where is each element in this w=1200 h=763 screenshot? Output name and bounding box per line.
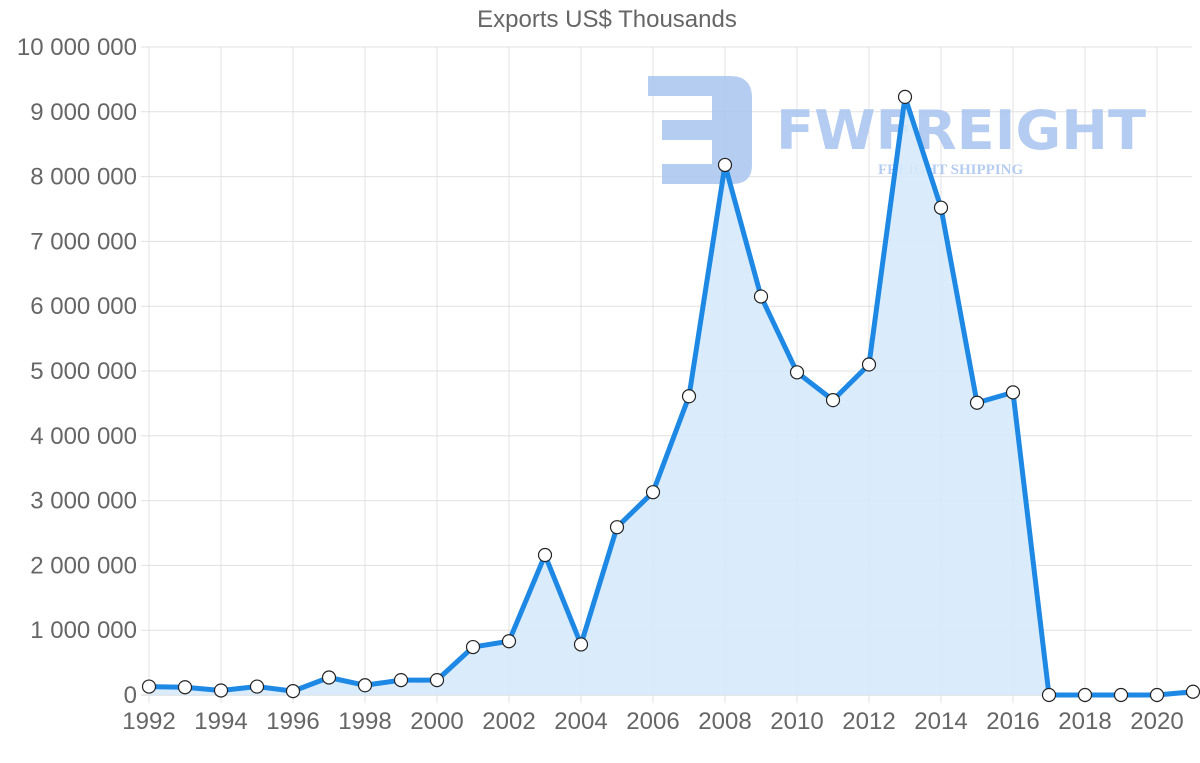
data-point[interactable] — [501, 634, 517, 649]
x-tick-label: 2004 — [554, 708, 607, 735]
x-tick-label: 2000 — [410, 708, 463, 735]
x-tick-label: 2010 — [770, 708, 823, 735]
data-point[interactable] — [177, 680, 193, 695]
data-point[interactable] — [429, 672, 445, 688]
data-point[interactable] — [897, 89, 913, 104]
data-point[interactable] — [717, 157, 733, 173]
data-point[interactable] — [789, 365, 805, 380]
x-tick-label: 2016 — [986, 708, 1039, 735]
data-point[interactable] — [969, 395, 985, 410]
data-point[interactable] — [465, 639, 481, 655]
x-tick-label: 1996 — [266, 708, 319, 735]
x-tick-label: 1998 — [338, 708, 391, 735]
data-point[interactable] — [141, 679, 157, 694]
y-tick-label: 3 000 000 — [30, 488, 137, 515]
data-point[interactable] — [357, 678, 373, 693]
x-tick-label: 2008 — [698, 708, 751, 735]
data-points — [141, 89, 1200, 703]
data-point[interactable] — [753, 289, 769, 304]
data-point[interactable] — [285, 684, 301, 699]
x-tick-label: 2002 — [482, 708, 535, 735]
x-tick-label: 2014 — [914, 708, 967, 735]
y-tick-label: 4 000 000 — [30, 423, 137, 450]
data-point[interactable] — [825, 393, 841, 408]
y-tick-label: 7 000 000 — [30, 228, 137, 255]
x-tick-label: 2018 — [1058, 708, 1111, 735]
y-tick-label: 10 000 000 — [17, 34, 137, 61]
data-point[interactable] — [537, 547, 553, 563]
y-tick-label: 9 000 000 — [30, 99, 137, 126]
data-point[interactable] — [1113, 687, 1129, 703]
data-point[interactable] — [573, 637, 589, 652]
x-tick-label: 2006 — [626, 708, 679, 735]
data-point[interactable] — [393, 672, 409, 688]
y-tick-label: 0 — [124, 682, 137, 709]
x-tick-label: 1992 — [122, 708, 175, 735]
data-point[interactable] — [645, 485, 661, 500]
data-point[interactable] — [1077, 687, 1093, 703]
watermark-logo-icon — [648, 76, 752, 184]
data-point[interactable] — [321, 670, 337, 685]
x-tick-label: 2020 — [1130, 708, 1183, 735]
data-point[interactable] — [213, 683, 229, 698]
data-point[interactable] — [933, 200, 949, 215]
y-tick-label: 5 000 000 — [30, 358, 137, 385]
y-tick-label: 1 000 000 — [30, 617, 137, 644]
area-fill — [149, 96, 1193, 696]
data-point[interactable] — [249, 679, 265, 694]
data-point[interactable] — [1149, 687, 1165, 703]
data-point[interactable] — [609, 520, 625, 535]
y-tick-label: 2 000 000 — [30, 552, 137, 579]
y-tick-label: 6 000 000 — [30, 293, 137, 320]
y-tick-label: 8 000 000 — [30, 164, 137, 191]
data-point[interactable] — [1041, 687, 1057, 703]
chart-title: Exports US$ Thousands — [477, 6, 737, 33]
x-tick-label: 1994 — [194, 708, 247, 735]
data-point[interactable] — [1005, 385, 1021, 400]
data-point[interactable] — [861, 357, 877, 372]
x-axis-ticks: 1992 1994 1996 1998 2000 2002 2004 2006 2008 2010… — [122, 708, 1183, 735]
data-point[interactable] — [1185, 684, 1200, 699]
watermark-brand: FWFREIGHT — [776, 99, 1146, 162]
x-tick-label: 2012 — [842, 708, 895, 735]
data-point[interactable] — [681, 389, 697, 404]
y-axis-ticks: 0 1 000 000 2 000 000 3 000 000 4 000 000 5 0… — [17, 34, 137, 709]
